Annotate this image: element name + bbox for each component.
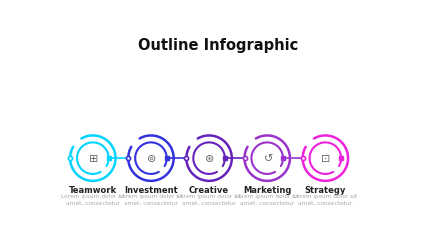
Text: $\circledast$: $\circledast$ bbox=[204, 153, 214, 164]
Text: Lorem ipsum dolor sit
amet, consectetur: Lorem ipsum dolor sit amet, consectetur bbox=[293, 194, 357, 206]
Text: Strategy: Strategy bbox=[305, 186, 346, 195]
Text: Investment: Investment bbox=[124, 186, 178, 195]
Text: $\circledcirc$: $\circledcirc$ bbox=[146, 153, 156, 164]
Text: Outline Infographic: Outline Infographic bbox=[138, 38, 299, 53]
Text: Lorem ipsum dolor sit
amet, consectetur: Lorem ipsum dolor sit amet, consectetur bbox=[235, 194, 299, 206]
Text: Creative: Creative bbox=[189, 186, 229, 195]
Text: Teamwork: Teamwork bbox=[69, 186, 117, 195]
Text: Lorem ipsum dolor sit
amet, consectetur: Lorem ipsum dolor sit amet, consectetur bbox=[119, 194, 183, 206]
Text: Lorem ipsum dolor sit
amet, consectetur: Lorem ipsum dolor sit amet, consectetur bbox=[61, 194, 125, 206]
Text: $\boxplus$: $\boxplus$ bbox=[88, 153, 98, 164]
Text: $\circlearrowleft$: $\circlearrowleft$ bbox=[261, 153, 273, 163]
Text: Marketing: Marketing bbox=[243, 186, 291, 195]
Text: $\boxdot$: $\boxdot$ bbox=[320, 153, 331, 164]
Text: Lorem ipsum dolor sit
amet, consectetur: Lorem ipsum dolor sit amet, consectetur bbox=[177, 194, 241, 206]
